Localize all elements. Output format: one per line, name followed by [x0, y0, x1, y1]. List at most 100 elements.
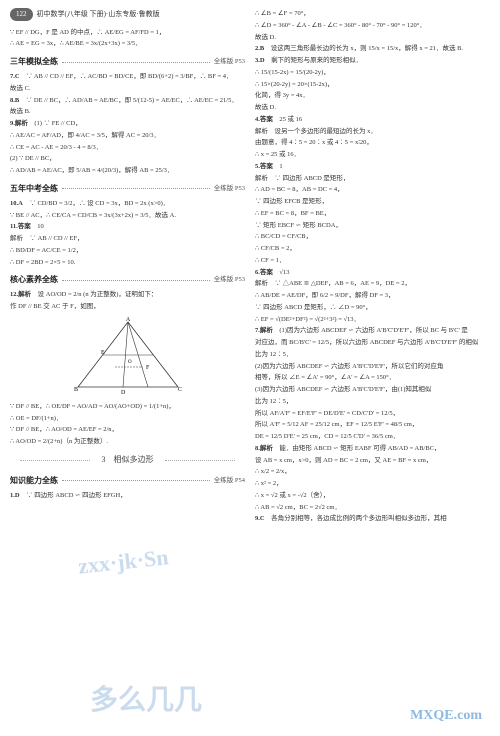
text-line: 故选 D. — [255, 103, 490, 113]
text-line: ∴ 15×(20-2y) = 20×(15-2x)， — [255, 80, 490, 90]
page-ref: 全练版 P53 — [214, 57, 245, 67]
header-title: 初中数学(八年级 下册)·山东专版·鲁教版 — [37, 9, 160, 20]
text-line: 设 AB = x cm，x>0，则 AD = BC = 2 cm，又 AE = … — [255, 456, 490, 466]
text-line: 2.B 设这两三角形最长边的长为 x，则 15/x = 15/x，解得 x = … — [255, 44, 490, 54]
qnum: 11.答案 — [10, 223, 31, 230]
text-line: 相等，所以 ∠E = ∠A' = 90°，∠A' = ∠A = 150°． — [255, 373, 490, 383]
text-line: 3.D 剩下的矩形与原来的矩形相似． — [255, 56, 490, 66]
text-line: ∵ DF // BE，∴ AO/OD = AE/EF = 2/n， — [10, 425, 245, 435]
text-line: ∵ EF // DG，F 是 AD 的中点，∴ AE/EG = AF/FD = … — [10, 28, 245, 38]
text-line: 比为 12∶5． — [255, 350, 490, 360]
text-line: ∴ x² = 2， — [255, 479, 490, 489]
text-line: ∴ BC/CD = CF/CB， — [255, 232, 490, 242]
left-column: 122 初中数学(八年级 下册)·山东专版·鲁教版 ∵ EF // DG，F 是… — [10, 8, 245, 525]
text-line: ∴ AB = √2 cm，BC = 2√2 cm． — [255, 503, 490, 513]
vertex-label: A — [125, 317, 130, 323]
qnum: 10.A — [10, 200, 23, 207]
text-line: ∴ ∠D = 360° - ∠A - ∠B - ∠C = 360° - 80° … — [255, 21, 490, 31]
text-line: 10.A ∵ CD/BD = 3/2，∴ 设 CD = 3x，BD = 2x (… — [10, 199, 245, 209]
text-line: ∴ EF = √(DE²+DF²) = √(2²+3²) = √13． — [255, 315, 490, 325]
text-line: ∴ OE = DF/(1+n)． — [10, 414, 245, 424]
text-line: 4.答案 25 或 16 — [255, 115, 490, 125]
text-line: (2)因为六边形 ABCDEF ∽ 六边形 A'B'C'D'E'F'，所以它们的… — [255, 362, 490, 372]
dotted-rule — [62, 480, 210, 481]
text-line: 8.解析 能．由矩形 ABCD ∽ 矩形 EABF 可得 AB/AD = AB/… — [255, 444, 490, 454]
subsection-heading: 3 相似多边形 — [10, 454, 245, 466]
qnum: 9.解析 — [10, 120, 28, 127]
text-line: ∴ CE = AC - AE = 20/3 - 4 = 8/3． — [10, 143, 245, 153]
qnum: 6.答案 — [255, 269, 273, 276]
text-line: 解析 ∵ △ABE ≌ △DEF，AB = 6，AE = 9，DE = 2， — [255, 279, 490, 289]
qnum: 7.解析 — [255, 327, 273, 334]
text-line: (3)因为六边形 ABCDEF ∽ 六边形 A'B'C'D'E'F'，由(1)知… — [255, 385, 490, 395]
text-line: 解析 ∵ AB // CD // EF， — [10, 234, 245, 244]
text-line: 对应边，而 BC/B'C' = 12/5，所以六边形 ABCDEF 与六边形 A… — [255, 338, 490, 348]
section-head: 五年中考全练 全练版 P53 — [10, 183, 245, 195]
vertex-label: F — [146, 365, 150, 371]
text-line: 6.答案 √13 — [255, 268, 490, 278]
right-column: ∴ ∠B = ∠F = 70°， ∴ ∠D = 360° - ∠A - ∠B -… — [255, 8, 490, 525]
text-line: 解析 设另一个多边形的最短边的长为 x． — [255, 127, 490, 137]
text-line: 作 DF // BE 交 AC 于 F，如图， — [10, 302, 245, 312]
qnum: 3.D — [255, 57, 265, 64]
text-line: 解析 ∵ 四边形 ABCD 是矩形， — [255, 174, 490, 184]
vertex-label: E — [101, 350, 105, 356]
page: 122 初中数学(八年级 下册)·山东专版·鲁教版 ∵ EF // DG，F 是… — [0, 0, 500, 533]
qnum: 1.D — [10, 492, 20, 499]
page-ref: 全练版 P54 — [214, 476, 245, 486]
text-line: 所以 AF/A'F' = EF/E'F' = DE/D'E' = CD/C'D'… — [255, 409, 490, 419]
text-line: 9.C 各角分别相等，各边成比例的两个多边形叫相似多边形，其相 — [255, 514, 490, 524]
text-line: 8.B ∵ DE // BC，∴ AD/AB = AE/BC，即 5/(12-5… — [10, 96, 245, 106]
text-line: 化简，得 3y = 4x． — [255, 91, 490, 101]
qnum: 2.B — [255, 45, 264, 52]
text-line: ∴ x/2 = 2/x， — [255, 467, 490, 477]
text-line: 7.C ∵ AB // CD // EF，∴ AC/BD = BD/CE，即 B… — [10, 72, 245, 82]
page-number-badge: 122 — [10, 8, 33, 21]
text-line: 故选 C. — [10, 84, 245, 94]
page-ref: 全练版 P53 — [214, 184, 245, 194]
text-line: ∴ x = 25 或 16． — [255, 150, 490, 160]
text-line: ∴ ∠B = ∠F = 70°， — [255, 9, 490, 19]
qnum: 4.答案 — [255, 116, 273, 123]
page-ref: 全练版 P53 — [214, 275, 245, 285]
qnum: 7.C — [10, 73, 20, 80]
section-head: 三年模拟全练 全练版 P53 — [10, 56, 245, 68]
text-line: ∴ DF = 2BD = 2×5 = 10. — [10, 258, 245, 268]
text-line: 9.解析 (1) ∵ FE // CD， — [10, 119, 245, 129]
text-line: 7.解析 (1)因为六边形 ABCDEF ∽ 六边形 A'B'C'D'E'F'，… — [255, 326, 490, 336]
text-line: 由题意，得 4∶5 = 20∶x 或 4∶5 = x∶20， — [255, 138, 490, 148]
watermark-icon: MXQE.com — [410, 705, 482, 726]
vertex-label: B — [74, 387, 78, 393]
vertex-label: C — [178, 387, 182, 393]
qnum: 12.解析 — [10, 291, 31, 298]
text-line: ∵ 四边形 EFCB 是矩形， — [255, 197, 490, 207]
text-line: ∴ CF/CB = 2， — [255, 244, 490, 254]
section-title: 五年中考全练 — [10, 183, 58, 195]
text-line: ∴ 15/(15-2x) = 15/(20-2y)， — [255, 68, 490, 78]
section-head: 核心素养全练 全练版 P53 — [10, 274, 245, 286]
qnum: 8.解析 — [255, 445, 273, 452]
watermark-icon: 多么几几 — [90, 680, 202, 722]
watermark-icon: zxx·jk·Sn — [77, 540, 170, 582]
page-header: 122 初中数学(八年级 下册)·山东专版·鲁教版 — [10, 8, 245, 21]
vertex-label: O — [128, 360, 132, 365]
section-title: 核心素养全练 — [10, 274, 58, 286]
text-line: ∴ x = √2 或 x = -√2（舍）， — [255, 491, 490, 501]
text-line: 故选 B. — [10, 107, 245, 117]
qnum: 5.答案 — [255, 163, 273, 170]
text-line: ∴ AE = EG = 3x，∴ AE/BE = 3x/(2x+3x) = 3/… — [10, 39, 245, 49]
vertex-label: D — [121, 390, 126, 396]
section-head: 知识能力全练 全练版 P54 — [10, 475, 245, 487]
text-line: DE = 12/5 D'E' = 25 cm，CD = 12/5 C'D' = … — [255, 432, 490, 442]
text-line: 故选 D. — [255, 33, 490, 43]
text-line: 比为 12∶5， — [255, 397, 490, 407]
dotted-rule — [62, 62, 210, 63]
text-line: (2) ∵ DE // BC， — [10, 154, 245, 164]
text-line: ∵ DF // BE，∴ OE/DF = AO/AD = AO/(AO+OD) … — [10, 402, 245, 412]
dotted-rule — [62, 280, 210, 281]
text-line: ∴ AD = BC = 8，AB = DC = 4， — [255, 185, 490, 195]
section-title: 知识能力全练 — [10, 475, 58, 487]
triangle-figure: A B C D E F O — [68, 317, 188, 397]
qnum: 8.B — [10, 97, 19, 104]
text-line: ∴ CF = 1． — [255, 256, 490, 266]
